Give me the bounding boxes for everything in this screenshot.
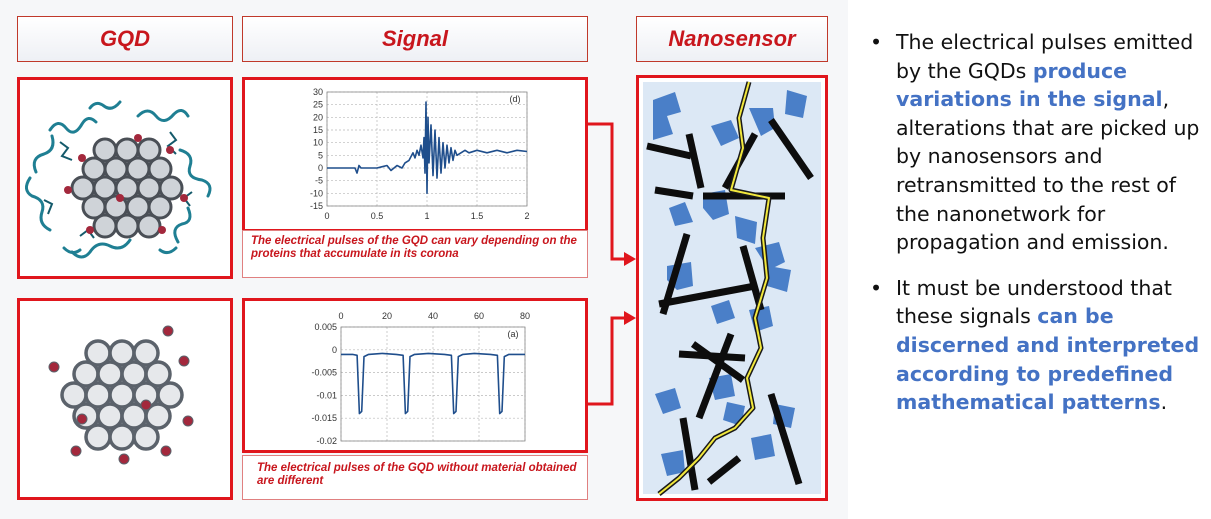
y-tick-label: 15 [313, 125, 323, 135]
gqd-with-protein-corona-illustration [25, 100, 212, 259]
bullet-list: • The electrical pulses emitted by the G… [870, 28, 1205, 434]
signal-chart-top-box: -15 -10 -5 0 5 10 15 20 25 30 0 0.5 1 1.5 2 (d) [242, 77, 588, 232]
caption-top: The electrical pulses of the GQD can var… [242, 230, 588, 278]
arrow-top-head [624, 252, 636, 266]
signal-series-line [327, 101, 528, 195]
nanosensor-illustration [643, 81, 821, 496]
conduction-path [657, 81, 772, 496]
y-tick-label: 0 [332, 345, 337, 355]
bullet-1-text: The electrical pulses emitted by the GQD… [896, 30, 1194, 83]
y-tick-label: -10 [310, 188, 323, 198]
graphene-lattice [60, 339, 184, 451]
bullet-1-highlight: produce variations in the signal [896, 58, 1163, 112]
bullet-1-tail: , alterations that are picked up by nano… [896, 87, 1200, 255]
figure-panel: GQD Signal Nanosensor [17, 16, 828, 501]
header-signal: Signal [242, 16, 588, 62]
y-tick-label: -15 [310, 201, 323, 211]
bullet-item-2: • It must be understood that these signa… [870, 274, 1205, 417]
y-tick-label: 10 [313, 138, 323, 148]
x-tick-label: 80 [520, 311, 530, 321]
signal-chart-d: -15 -10 -5 0 5 10 15 20 25 30 0 0.5 1 1.5 2 (d) [310, 87, 530, 221]
arrow-bottom [588, 316, 626, 406]
bullet-2-tail: . [1160, 390, 1168, 415]
y-tick-label: 25 [313, 100, 323, 110]
x-tick-label: 0 [324, 211, 329, 221]
bullet-2-text: It must be understood that these signals [896, 275, 1172, 329]
graphene-lattice [70, 137, 184, 239]
oxygen-groups [48, 325, 194, 465]
protein-corona [25, 100, 212, 259]
arrow-top [588, 122, 626, 261]
signal-chart-bottom-box: 0.005 0 -0.005 -0.01 -0.015 -0.02 0 20 40 60 80 (a) [242, 298, 588, 453]
x-tick-label: 1 [424, 211, 429, 221]
x-tick-label: 60 [474, 311, 484, 321]
bullet-dot-icon: • [870, 275, 883, 300]
y-tick-label: 30 [313, 87, 323, 97]
x-tick-label: 1.5 [471, 211, 484, 221]
bullet-2-highlight: can be discerned and interpreted accordi… [896, 304, 1200, 415]
plot-frame [340, 326, 526, 442]
arrows-layer [588, 122, 636, 406]
bullet-dot-icon: • [870, 30, 883, 54]
header-gqd: GQD [17, 16, 233, 62]
caption-bottom: The electrical pulses of the GQD without… [242, 455, 588, 500]
x-tick-label: 0.5 [371, 211, 384, 221]
x-tick-label: 0 [338, 311, 343, 321]
y-tick-label: -5 [315, 176, 323, 186]
y-tick-label: 5 [318, 150, 323, 160]
x-tick-label: 2 [524, 211, 529, 221]
arrow-bottom-head [624, 311, 636, 325]
signal-series-line [341, 352, 525, 415]
oxygen-groups [64, 134, 188, 234]
gqd-bare-box [17, 298, 233, 500]
nanosensor-box [636, 75, 828, 501]
bullet-item-1: • The electrical pulses emitted by the G… [870, 28, 1205, 257]
y-tick-label: -0.015 [311, 413, 337, 423]
y-tick-label: 20 [313, 112, 323, 122]
y-tick-label: -0.01 [316, 390, 337, 400]
panel-label: (d) [510, 94, 521, 104]
header-nanosensor: Nanosensor [636, 16, 828, 62]
y-tick-label: 0 [318, 163, 323, 173]
x-tick-label: 40 [428, 311, 438, 321]
plot-frame [326, 91, 528, 207]
y-tick-label: -0.02 [316, 436, 337, 446]
panel-label: (a) [508, 329, 519, 339]
bare-gqd-illustration [48, 325, 194, 465]
y-tick-label: -0.005 [311, 368, 337, 378]
gqd-with-corona-box [17, 77, 233, 279]
y-tick-label: 0.005 [314, 322, 337, 332]
x-tick-label: 20 [382, 311, 392, 321]
